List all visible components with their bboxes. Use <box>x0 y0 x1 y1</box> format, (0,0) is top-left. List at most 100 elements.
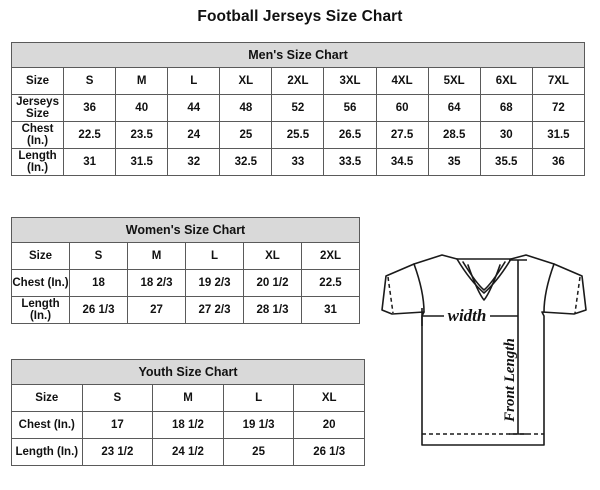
youth-data-cell: 25 <box>222 438 295 466</box>
mens-header-cell: 4XL <box>375 67 429 95</box>
mens-data-cell: 32.5 <box>219 148 273 176</box>
youth-data-cell: 23 1/2 <box>81 438 154 466</box>
youth-data-cell: 24 1/2 <box>152 438 224 466</box>
table-row: Length (In.) 31 31.5 32 32.5 33 33.5 34.5 35 35.5… <box>10 148 586 176</box>
womens-data-cell: 18 2/3 <box>127 269 186 297</box>
right-armhole-seam-icon <box>543 263 555 313</box>
width-label: width <box>448 306 487 325</box>
front-length-label: Front Length <box>502 338 518 423</box>
youth-header-cell: XL <box>293 384 365 412</box>
jersey-measurement-diagram: width Front Length <box>378 238 594 486</box>
mens-data-cell: 35.5 <box>479 148 533 176</box>
mens-data-cell: 72 <box>531 94 586 122</box>
mens-data-cell: 31 <box>63 148 117 176</box>
mens-row-label: Chest (In.) <box>10 121 65 149</box>
womens-header-label: Size <box>11 242 70 270</box>
mens-data-cell: 36 <box>63 94 117 122</box>
womens-data-cell: 19 2/3 <box>185 269 244 297</box>
mens-data-cell: 33.5 <box>323 148 377 176</box>
collar-outer-icon <box>456 258 512 294</box>
table-row: Chest (In.) 22.5 23.5 24 25 25.5 26.5 27.5 28.5 3… <box>10 121 586 149</box>
womens-data-cell: 31 <box>301 296 360 324</box>
mens-table-body: Men's Size Chart Size S M L XL 2XL 3XL 4XL 5XL 6XL… <box>10 42 586 176</box>
youth-data-cell: 20 <box>293 411 365 439</box>
mens-header-cell: 7XL <box>531 67 586 95</box>
womens-row-label: Length (In.) <box>11 296 70 324</box>
youth-data-cell: 18 1/2 <box>152 411 224 439</box>
youth-data-cell: 19 1/3 <box>222 411 295 439</box>
mens-header-cell: 3XL <box>323 67 377 95</box>
table-row: Length (In.) 26 1/3 27 27 2/3 28 1/3 31 <box>11 296 360 324</box>
mens-data-cell: 56 <box>323 94 377 122</box>
youth-data-cell: 17 <box>81 411 154 439</box>
womens-header-row: Size S M L XL 2XL <box>11 242 360 270</box>
mens-header-cell: 5XL <box>427 67 481 95</box>
left-armhole-seam-icon <box>413 263 425 313</box>
mens-header-cell: 2XL <box>271 67 325 95</box>
width-dimension-icon <box>421 308 519 326</box>
youth-table-body: Youth Size Chart Size S M L XL Chest (In.) 17 18… <box>11 359 365 466</box>
womens-row-label: Chest (In.) <box>11 269 70 297</box>
mens-data-cell: 25 <box>219 121 273 149</box>
womens-data-cell: 22.5 <box>301 269 360 297</box>
mens-data-cell: 28.5 <box>427 121 481 149</box>
mens-data-cell: 36 <box>531 148 586 176</box>
youth-caption-row: Youth Size Chart <box>11 359 365 385</box>
womens-header-cell: XL <box>243 242 302 270</box>
youth-size-chart-table: Youth Size Chart Size S M L XL Chest (In.) 17 18… <box>11 359 365 466</box>
womens-data-cell: 28 1/3 <box>243 296 302 324</box>
mens-data-cell: 64 <box>427 94 481 122</box>
table-row: Jerseys Size 36 40 44 48 52 56 60 64 68 72 <box>10 94 586 122</box>
collar-inner-icon <box>462 261 506 291</box>
mens-data-cell: 33 <box>271 148 325 176</box>
right-cuff-dashed-line-icon <box>574 276 581 314</box>
v-neck-opening-icon <box>467 264 501 301</box>
womens-header-cell: M <box>127 242 186 270</box>
left-cuff-dashed-line-icon <box>387 276 394 314</box>
mens-header-cell: L <box>167 67 221 95</box>
mens-data-cell: 22.5 <box>63 121 117 149</box>
youth-header-row: Size S M L XL <box>11 384 365 412</box>
table-row: Chest (In.) 18 18 2/3 19 2/3 20 1/2 22.5 <box>11 269 360 297</box>
youth-header-cell: L <box>222 384 295 412</box>
mens-data-cell: 34.5 <box>375 148 429 176</box>
youth-table-caption: Youth Size Chart <box>11 359 365 385</box>
page-title: Football Jerseys Size Chart <box>197 8 403 25</box>
mens-data-cell: 26.5 <box>323 121 377 149</box>
mens-header-cell: XL <box>219 67 273 95</box>
jersey-outline-icon <box>381 254 587 446</box>
mens-data-cell: 68 <box>479 94 533 122</box>
mens-data-cell: 27.5 <box>375 121 429 149</box>
mens-data-cell: 40 <box>115 94 169 122</box>
table-row: Chest (In.) 17 18 1/2 19 1/3 20 <box>11 411 365 439</box>
youth-header-cell: M <box>152 384 224 412</box>
front-length-dimension-icon <box>509 259 527 435</box>
womens-caption-row: Women's Size Chart <box>11 217 360 243</box>
mens-data-cell: 23.5 <box>115 121 169 149</box>
womens-data-cell: 26 1/3 <box>69 296 128 324</box>
womens-size-chart-table: Women's Size Chart Size S M L XL 2XL Chest (In.… <box>11 217 360 324</box>
mens-size-chart-table: Men's Size Chart Size S M L XL 2XL 3XL 4XL 5XL 6XL… <box>10 42 586 176</box>
youth-header-cell: S <box>81 384 154 412</box>
womens-data-cell: 20 1/2 <box>243 269 302 297</box>
youth-row-label: Length (In.) <box>11 438 83 466</box>
womens-data-cell: 18 <box>69 269 128 297</box>
womens-data-cell: 27 2/3 <box>185 296 244 324</box>
mens-header-cell: M <box>115 67 169 95</box>
table-row: Length (In.) 23 1/2 24 1/2 25 26 1/3 <box>11 438 365 466</box>
mens-header-row: Size S M L XL 2XL 3XL 4XL 5XL 6XL 7XL <box>10 67 586 95</box>
mens-data-cell: 32 <box>167 148 221 176</box>
jersey-body-path <box>381 254 587 446</box>
mens-data-cell: 48 <box>219 94 273 122</box>
mens-data-cell: 30 <box>479 121 533 149</box>
mens-table-caption: Men's Size Chart <box>11 42 585 68</box>
mens-data-cell: 31.5 <box>531 121 586 149</box>
womens-header-cell: 2XL <box>301 242 360 270</box>
mens-data-cell: 25.5 <box>271 121 325 149</box>
mens-header-cell: S <box>63 67 117 95</box>
youth-data-cell: 26 1/3 <box>293 438 365 466</box>
mens-data-cell: 44 <box>167 94 221 122</box>
youth-header-label: Size <box>11 384 83 412</box>
mens-caption-row: Men's Size Chart <box>11 42 585 68</box>
mens-header-label: Size <box>10 67 65 95</box>
